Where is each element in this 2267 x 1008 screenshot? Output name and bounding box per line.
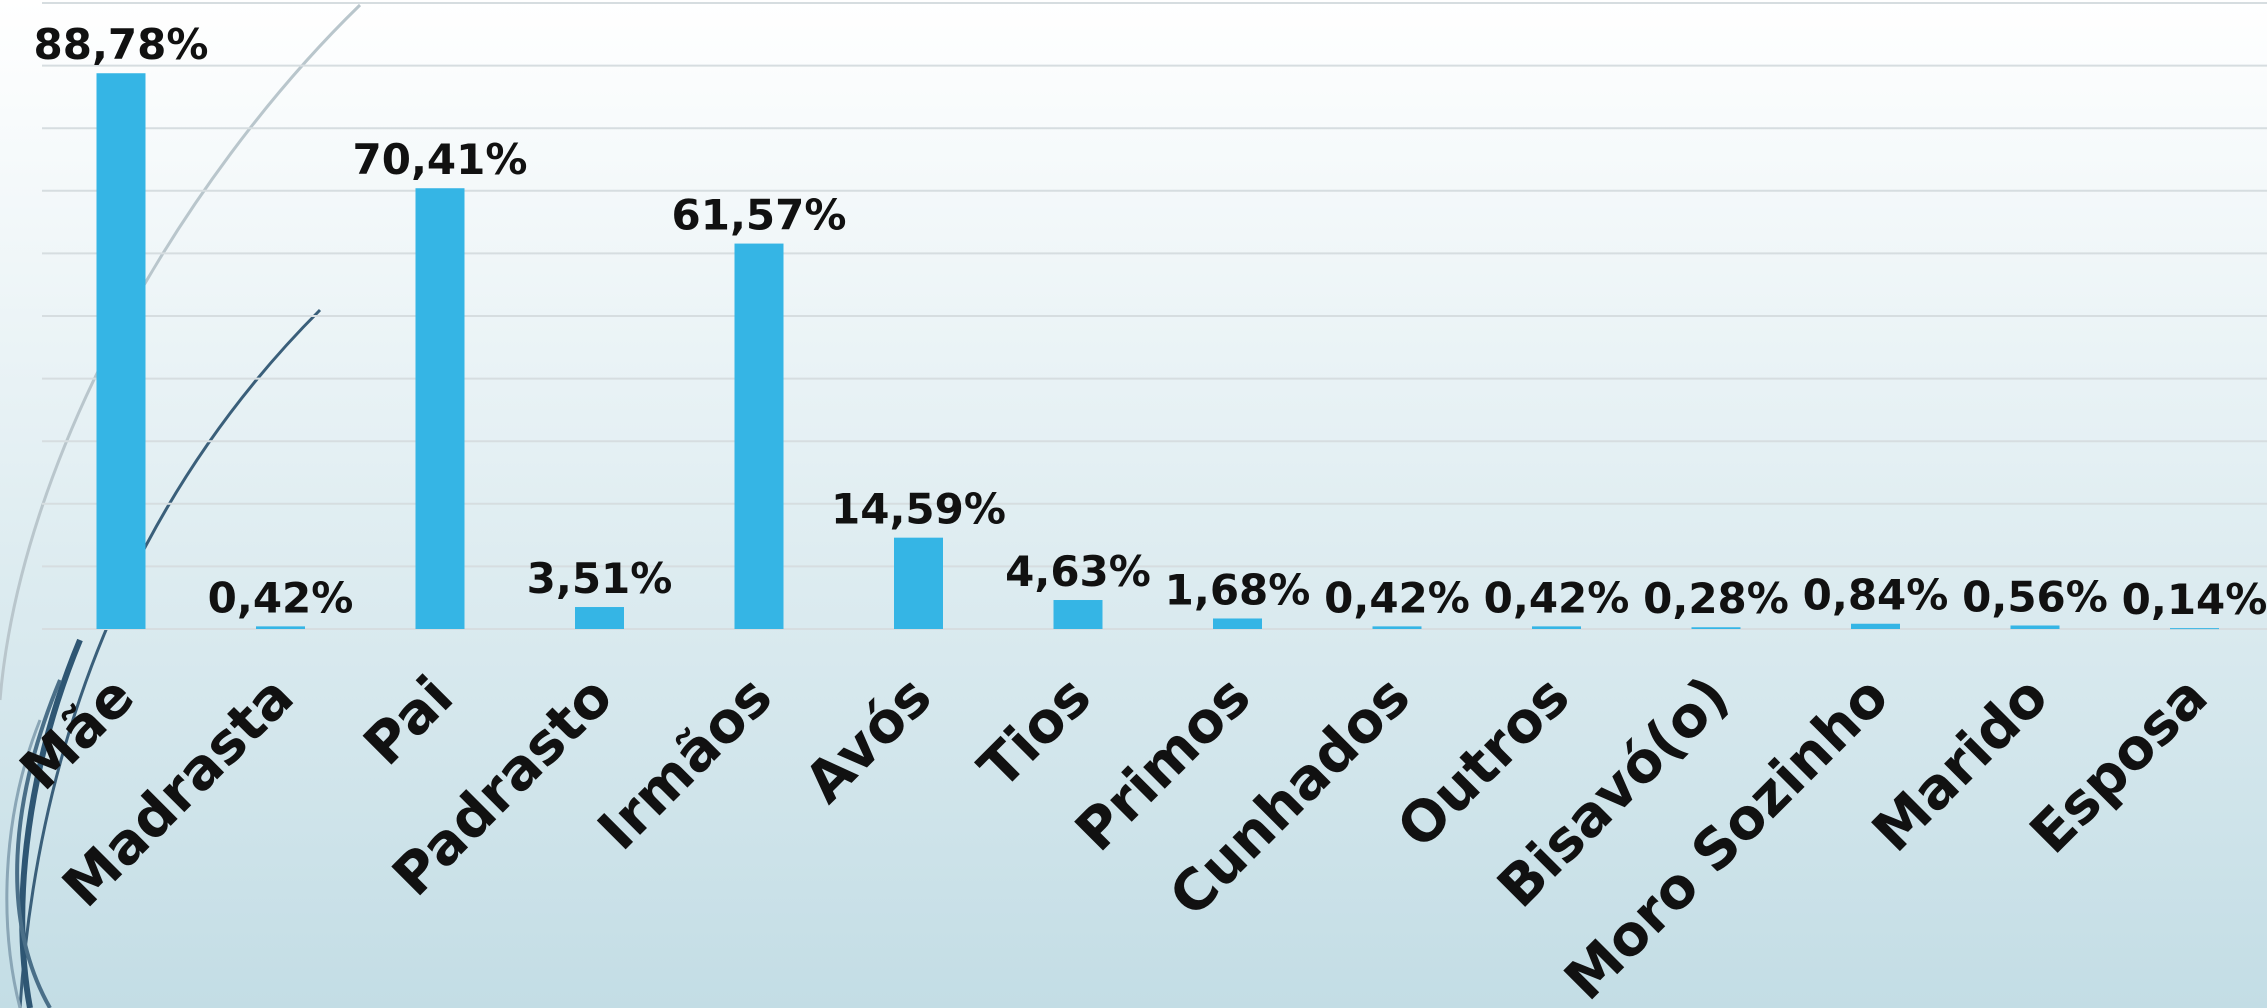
bar	[256, 626, 305, 629]
value-label: 3,51%	[527, 554, 673, 603]
value-label: 0,56%	[1962, 572, 2108, 621]
bar	[575, 607, 624, 629]
bar	[2170, 628, 2219, 630]
bar	[1213, 618, 1262, 629]
bar	[894, 537, 943, 629]
value-label: 0,28%	[1643, 574, 1789, 623]
value-label: 88,78%	[34, 20, 209, 69]
value-label: 61,57%	[672, 191, 847, 240]
value-label: 0,42%	[208, 573, 354, 622]
value-label: 4,63%	[1005, 547, 1151, 596]
bar	[1691, 627, 1741, 629]
value-label: 0,84%	[1803, 571, 1949, 620]
bar	[2010, 625, 2060, 629]
value-label: 70,41%	[353, 135, 528, 184]
bar	[96, 73, 146, 630]
bar	[1372, 626, 1422, 629]
bar	[734, 243, 784, 630]
value-label: 0,42%	[1324, 573, 1470, 622]
bar	[415, 188, 465, 629]
value-label: 1,68%	[1165, 565, 1311, 614]
bar	[1851, 623, 1900, 629]
bar	[1532, 626, 1581, 629]
value-label: 0,42%	[1484, 573, 1630, 622]
value-label: 0,14%	[2122, 575, 2267, 624]
bar	[1053, 600, 1103, 629]
value-label: 14,59%	[831, 485, 1006, 534]
